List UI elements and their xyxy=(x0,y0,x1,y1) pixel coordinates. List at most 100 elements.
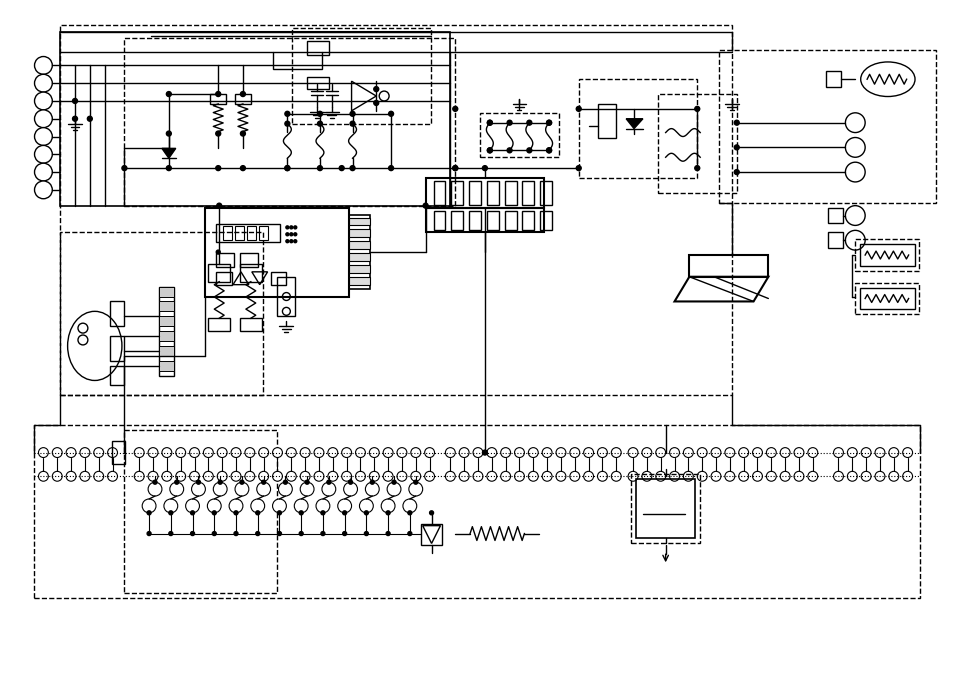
Circle shape xyxy=(233,531,237,535)
Circle shape xyxy=(34,145,52,163)
Bar xyxy=(719,49,935,203)
Circle shape xyxy=(328,448,337,458)
Bar xyxy=(33,425,920,598)
Circle shape xyxy=(162,448,172,458)
Circle shape xyxy=(348,480,353,484)
Circle shape xyxy=(486,448,497,458)
Circle shape xyxy=(355,471,365,481)
Bar xyxy=(159,301,173,312)
Ellipse shape xyxy=(860,62,914,97)
Circle shape xyxy=(874,448,884,458)
Bar xyxy=(159,331,173,341)
Bar xyxy=(855,283,919,314)
Circle shape xyxy=(234,482,249,496)
Bar xyxy=(60,32,450,206)
Circle shape xyxy=(207,499,221,513)
Circle shape xyxy=(833,471,842,481)
Circle shape xyxy=(641,448,651,458)
Bar xyxy=(159,287,173,376)
Circle shape xyxy=(888,448,898,458)
Bar xyxy=(504,211,516,231)
Circle shape xyxy=(256,482,271,496)
Circle shape xyxy=(273,471,282,481)
Circle shape xyxy=(408,511,412,515)
Circle shape xyxy=(528,448,537,458)
Circle shape xyxy=(52,471,62,481)
Bar xyxy=(208,264,230,282)
Circle shape xyxy=(734,145,739,150)
Circle shape xyxy=(34,57,52,74)
Circle shape xyxy=(458,471,469,481)
Circle shape xyxy=(765,471,776,481)
Bar xyxy=(216,224,280,242)
Circle shape xyxy=(213,531,216,535)
Circle shape xyxy=(286,233,289,236)
Circle shape xyxy=(93,448,104,458)
Circle shape xyxy=(514,471,524,481)
Circle shape xyxy=(396,448,406,458)
Circle shape xyxy=(392,480,395,484)
Circle shape xyxy=(487,120,492,125)
Bar xyxy=(348,276,370,285)
Circle shape xyxy=(300,471,310,481)
Circle shape xyxy=(734,120,739,125)
Circle shape xyxy=(191,511,194,515)
Circle shape xyxy=(196,480,200,484)
Bar xyxy=(522,181,534,205)
Circle shape xyxy=(108,448,117,458)
Bar xyxy=(234,94,251,104)
Bar xyxy=(223,226,232,240)
Circle shape xyxy=(556,471,565,481)
Ellipse shape xyxy=(68,312,122,381)
Circle shape xyxy=(203,471,213,481)
Circle shape xyxy=(240,131,245,136)
Circle shape xyxy=(277,511,281,515)
Circle shape xyxy=(300,482,314,496)
Bar xyxy=(425,208,543,233)
Circle shape xyxy=(793,471,803,481)
Circle shape xyxy=(294,233,296,236)
Circle shape xyxy=(486,471,497,481)
Circle shape xyxy=(286,240,289,243)
Bar xyxy=(273,51,321,70)
Circle shape xyxy=(846,471,857,481)
Circle shape xyxy=(72,99,77,103)
Circle shape xyxy=(300,448,310,458)
Circle shape xyxy=(327,480,331,484)
Circle shape xyxy=(321,482,335,496)
Circle shape xyxy=(166,131,172,136)
Circle shape xyxy=(473,448,482,458)
Circle shape xyxy=(583,471,593,481)
Circle shape xyxy=(861,448,870,458)
Circle shape xyxy=(78,323,88,333)
Circle shape xyxy=(487,148,492,153)
Bar xyxy=(60,233,262,395)
Bar xyxy=(205,208,348,297)
Circle shape xyxy=(216,250,220,254)
Circle shape xyxy=(669,448,679,458)
Bar xyxy=(824,72,841,87)
Circle shape xyxy=(282,308,290,315)
Bar xyxy=(240,253,257,267)
Circle shape xyxy=(170,482,184,496)
Circle shape xyxy=(411,448,420,458)
Circle shape xyxy=(169,531,172,535)
Circle shape xyxy=(844,162,864,182)
Circle shape xyxy=(245,471,254,481)
Circle shape xyxy=(453,106,457,112)
Circle shape xyxy=(408,531,412,535)
Bar xyxy=(827,208,842,224)
Circle shape xyxy=(294,226,296,229)
Circle shape xyxy=(215,91,220,97)
Bar xyxy=(110,301,124,326)
Bar xyxy=(258,226,268,240)
Circle shape xyxy=(694,166,699,170)
Polygon shape xyxy=(162,148,175,158)
Circle shape xyxy=(231,471,241,481)
Circle shape xyxy=(364,531,368,535)
Circle shape xyxy=(317,166,322,170)
Circle shape xyxy=(286,226,289,229)
Circle shape xyxy=(738,448,748,458)
Circle shape xyxy=(546,148,551,153)
Circle shape xyxy=(844,113,864,132)
